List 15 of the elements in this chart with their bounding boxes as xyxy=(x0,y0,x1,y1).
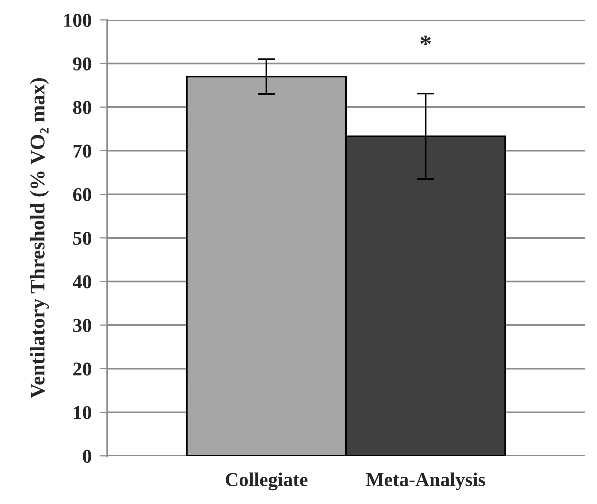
y-tick-label: 80 xyxy=(73,101,92,114)
y-tick-label: 60 xyxy=(73,188,92,202)
y-tick-label: 30 xyxy=(73,319,92,332)
y-axis-title: Ventilatory Threshold (% VO₂ max) xyxy=(30,78,50,398)
x-tick-label: Meta-Analysis xyxy=(366,472,486,490)
y-tick-label: 50 xyxy=(74,232,92,246)
x-tick-label: Collegiate xyxy=(226,472,308,491)
y-tick-label: 70 xyxy=(74,144,92,158)
y-tick-label: 90 xyxy=(73,58,92,71)
y-tick-label: 100 xyxy=(64,14,92,28)
y-tick-label: 40 xyxy=(73,276,92,289)
y-tick-label: 10 xyxy=(74,406,92,420)
y-tick-label: 20 xyxy=(74,362,92,376)
y-tick-label: 0 xyxy=(83,450,92,464)
annotation: * xyxy=(420,36,432,46)
